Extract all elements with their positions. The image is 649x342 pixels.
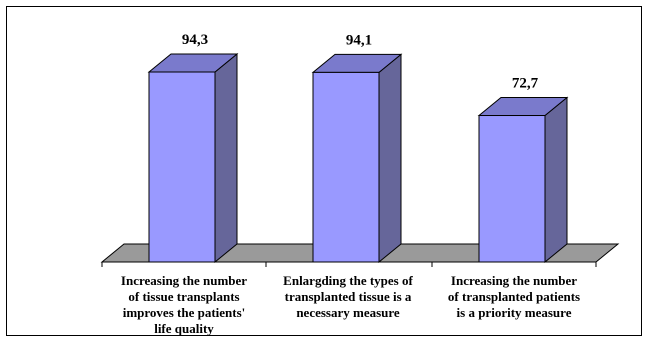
labels-layer: 94,3 Increasing the number of tissue trans… xyxy=(121,32,580,336)
bar-side xyxy=(544,96,568,264)
data-label: 94,1 xyxy=(346,32,372,48)
x-tick-label: Enlargding the types of transplanted tiss… xyxy=(283,273,413,320)
bar xyxy=(148,71,216,263)
x-tick-label: Increasing the number of transplanted pat… xyxy=(448,273,580,320)
bar-side xyxy=(214,52,238,264)
bar xyxy=(478,115,546,263)
x-tick-label: Increasing the number of tissue transplan… xyxy=(121,273,247,336)
bar xyxy=(312,71,380,263)
bar-side xyxy=(378,53,402,264)
chart-frame xyxy=(6,6,642,336)
data-label: 72,7 xyxy=(512,76,539,92)
data-label: 94,3 xyxy=(182,32,208,48)
bars-layer xyxy=(147,52,569,264)
